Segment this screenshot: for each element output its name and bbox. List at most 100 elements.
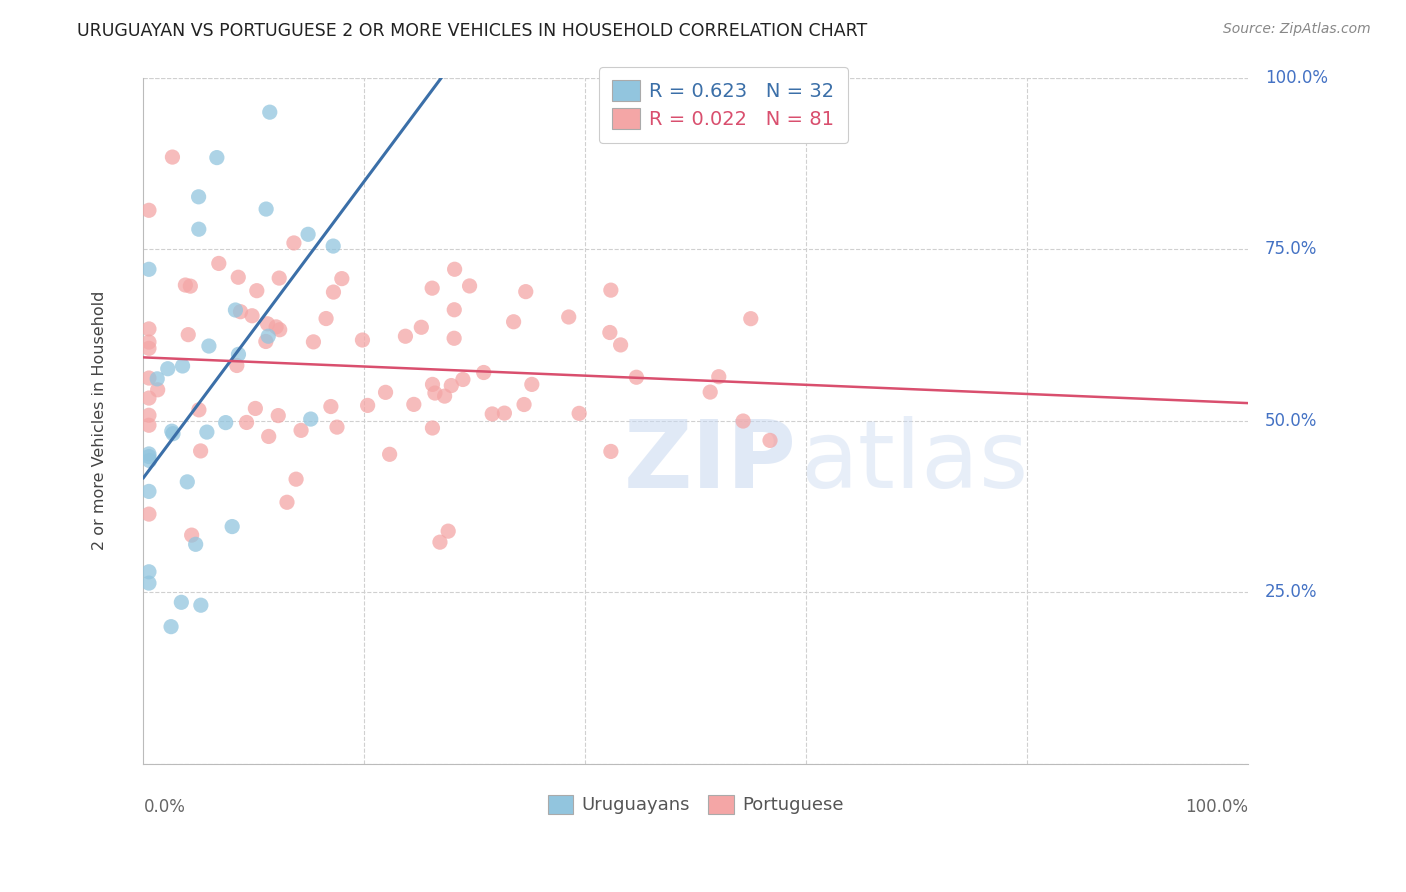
Point: [172, 359, 194, 373]
Point: [190, 444, 212, 458]
Point: [228, 347, 250, 361]
Point: [224, 303, 246, 318]
Point: [513, 398, 536, 412]
Point: [138, 335, 160, 350]
Point: [179, 279, 201, 293]
Point: [257, 329, 280, 343]
Point: [520, 377, 543, 392]
Point: [515, 285, 537, 299]
Point: [733, 414, 755, 428]
Point: [699, 385, 721, 400]
Point: [297, 227, 319, 242]
Point: [225, 359, 247, 373]
Point: [257, 429, 280, 443]
Point: [423, 386, 446, 401]
Point: [302, 334, 325, 349]
Point: [326, 420, 349, 434]
Point: [254, 202, 277, 216]
Point: [599, 444, 621, 458]
Text: 100.0%: 100.0%: [1185, 798, 1249, 816]
Text: 100.0%: 100.0%: [1265, 69, 1327, 87]
Point: [254, 334, 277, 349]
Point: [411, 320, 433, 334]
Point: [285, 472, 308, 486]
Point: [322, 285, 344, 299]
Point: [502, 315, 524, 329]
Point: [235, 416, 257, 430]
Point: [138, 565, 160, 579]
Point: [198, 339, 221, 353]
Point: [146, 383, 169, 397]
Point: [208, 256, 231, 270]
Point: [156, 361, 179, 376]
Point: [429, 535, 451, 549]
Point: [177, 327, 200, 342]
Text: atlas: atlas: [801, 416, 1029, 508]
Point: [557, 310, 579, 324]
Point: [138, 418, 160, 433]
Point: [205, 151, 228, 165]
Point: [138, 341, 160, 355]
Point: [420, 281, 443, 295]
Point: [138, 447, 160, 461]
Text: 0.0%: 0.0%: [143, 798, 186, 816]
Point: [162, 426, 184, 441]
Point: [138, 262, 160, 277]
Point: [138, 450, 160, 464]
Point: [283, 235, 305, 250]
Point: [187, 402, 209, 417]
Text: ZIP: ZIP: [624, 416, 797, 508]
Point: [138, 409, 160, 423]
Point: [458, 279, 481, 293]
Point: [759, 434, 782, 448]
Point: [267, 409, 290, 423]
Point: [187, 222, 209, 236]
Point: [221, 519, 243, 533]
Point: [394, 329, 416, 343]
Text: 75.0%: 75.0%: [1265, 240, 1317, 258]
Text: 50.0%: 50.0%: [1265, 412, 1317, 430]
Point: [180, 528, 202, 542]
Point: [472, 366, 495, 380]
Point: [160, 620, 183, 634]
Point: [322, 239, 344, 253]
Point: [162, 150, 184, 164]
Point: [138, 507, 160, 521]
Point: [269, 271, 291, 285]
Point: [146, 372, 169, 386]
Text: URUGUAYAN VS PORTUGUESE 2 OR MORE VEHICLES IN HOUSEHOLD CORRELATION CHART: URUGUAYAN VS PORTUGUESE 2 OR MORE VEHICL…: [77, 22, 868, 40]
Point: [440, 378, 463, 392]
Point: [264, 319, 287, 334]
Point: [352, 333, 374, 347]
Point: [299, 412, 322, 426]
Point: [599, 283, 621, 297]
Point: [256, 317, 278, 331]
Point: [276, 495, 298, 509]
Point: [240, 309, 263, 323]
Point: [229, 304, 252, 318]
Point: [174, 278, 197, 293]
Point: [190, 598, 212, 612]
Point: [330, 271, 353, 285]
Point: [315, 311, 337, 326]
Point: [138, 484, 160, 499]
Point: [246, 284, 269, 298]
Point: [138, 322, 160, 336]
Point: [443, 302, 465, 317]
Point: [356, 399, 378, 413]
Point: [422, 377, 444, 392]
Point: [269, 323, 291, 337]
Point: [245, 401, 267, 416]
Text: Source: ZipAtlas.com: Source: ZipAtlas.com: [1223, 22, 1371, 37]
Point: [481, 407, 503, 421]
Point: [422, 421, 444, 435]
Point: [170, 595, 193, 609]
Text: 25.0%: 25.0%: [1265, 583, 1317, 601]
Point: [568, 406, 591, 420]
Point: [451, 372, 474, 386]
Point: [378, 447, 401, 461]
Point: [226, 270, 249, 285]
Point: [184, 537, 207, 551]
Point: [138, 453, 160, 467]
Point: [138, 371, 160, 385]
